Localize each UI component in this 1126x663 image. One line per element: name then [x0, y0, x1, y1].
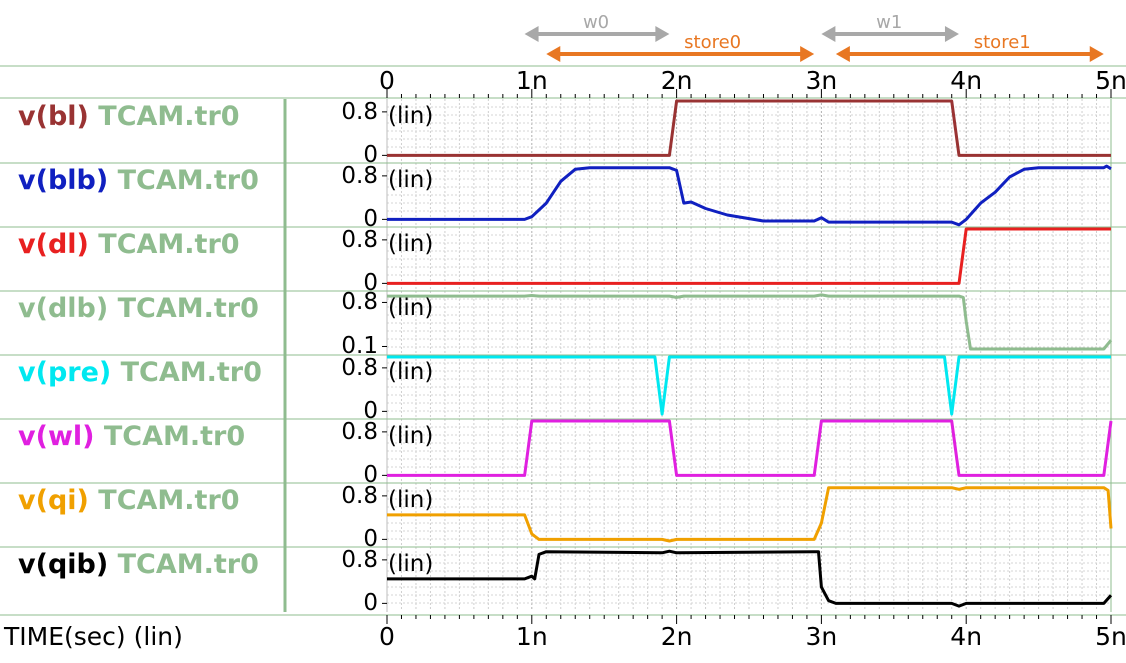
- annotation-label: store1: [973, 32, 1031, 53]
- waveform-v-pre: [387, 355, 1111, 416]
- xtick-label-top: 0: [379, 66, 395, 95]
- xtick-label-bottom: 4n: [950, 622, 983, 651]
- xtick-label-top: 3n: [805, 66, 838, 95]
- signal-label[interactable]: v(bl) TCAM.tr0: [18, 103, 240, 130]
- signal-label[interactable]: v(wl) TCAM.tr0: [18, 423, 245, 450]
- annotation-label: store0: [684, 32, 742, 53]
- signal-label[interactable]: v(dl) TCAM.tr0: [18, 231, 240, 258]
- waveform-v-qi: [387, 486, 1113, 543]
- ytick-label: 0.8: [341, 226, 378, 253]
- signal-file: TCAM.tr0: [98, 229, 240, 260]
- annotation-arrow-head-left: [835, 46, 850, 62]
- signal-name: v(pre): [18, 357, 112, 388]
- scale-label: (lin): [388, 423, 434, 449]
- ytick-label: 0: [363, 206, 378, 233]
- signal-file: TCAM.tr0: [117, 549, 259, 580]
- annotation-arrows: [524, 26, 1104, 62]
- signal-file: TCAM.tr0: [103, 421, 246, 452]
- xtick-label-top: 2n: [660, 66, 693, 95]
- xtick-label-bottom: 5n: [1095, 622, 1126, 651]
- signal-name: v(dlb): [18, 293, 109, 324]
- ytick-label: 0: [363, 398, 378, 425]
- waveform-v-blb: [387, 164, 1112, 227]
- ytick-label: 0.8: [341, 418, 378, 445]
- scale-label: (lin): [388, 551, 434, 577]
- ytick-label: 0.1: [341, 333, 378, 360]
- signal-file: TCAM.tr0: [98, 485, 240, 516]
- annotation-arrow-head-left: [821, 26, 836, 42]
- signal-name: v(blb): [18, 165, 109, 196]
- ytick-label: 0.8: [341, 546, 378, 573]
- xtick-label-bottom: 3n: [805, 622, 838, 651]
- scale-label: (lin): [388, 359, 434, 385]
- xtick-label-top: 1n: [515, 66, 548, 95]
- ytick-label: 0.8: [341, 289, 378, 316]
- signal-name: v(qib): [18, 549, 109, 580]
- signal-file: TCAM.tr0: [120, 357, 262, 388]
- signal-name: v(wl): [18, 421, 95, 452]
- annotation-arrow-head-left: [524, 26, 539, 42]
- signal-label[interactable]: v(qib) TCAM.tr0: [18, 551, 259, 578]
- signal-file: TCAM.tr0: [117, 165, 259, 196]
- signal-label[interactable]: v(blb) TCAM.tr0: [18, 167, 259, 194]
- signal-label[interactable]: v(dlb) TCAM.tr0: [18, 295, 259, 322]
- annotation-arrow-head-right: [800, 46, 815, 62]
- signal-label[interactable]: v(pre) TCAM.tr0: [18, 359, 262, 386]
- waveform-v-bl: [387, 99, 1111, 157]
- signal-label[interactable]: v(qi) TCAM.tr0: [18, 487, 240, 514]
- signal-name: v(dl): [18, 229, 89, 260]
- annotation-arrow-head-right: [944, 26, 959, 42]
- annotation-label: w1: [876, 12, 903, 33]
- waveform-v-wl: [387, 419, 1113, 477]
- ytick-label: 0.8: [341, 482, 378, 509]
- annotation-arrow-head-right: [655, 26, 670, 42]
- xtick-label-top: 5n: [1095, 66, 1126, 95]
- ytick-label: 0: [363, 142, 378, 169]
- scale-label: (lin): [388, 295, 434, 321]
- xtick-label-bottom: 2n: [660, 622, 693, 651]
- ytick-label: 0.8: [341, 98, 378, 125]
- scale-label: (lin): [388, 487, 434, 513]
- waveform-v-dl: [387, 227, 1111, 285]
- waveform-v-dlb: [387, 293, 1113, 351]
- xtick-marks: [386, 89, 1112, 624]
- xtick-label-top: 4n: [950, 66, 983, 95]
- ytick-label: 0: [363, 590, 378, 617]
- scale-label: (lin): [388, 103, 434, 129]
- ytick-label: 0.8: [341, 354, 378, 381]
- ytick-label: 0.8: [341, 162, 378, 189]
- x-axis-title: TIME(sec) (lin): [4, 622, 183, 651]
- waveform-v-qib: [387, 549, 1113, 608]
- annotation-arrow-head-left: [546, 46, 561, 62]
- signal-file: TCAM.tr0: [98, 101, 240, 132]
- signal-name: v(qi): [18, 485, 89, 516]
- signal-name: v(bl): [18, 101, 89, 132]
- ytick-label: 0: [363, 526, 378, 553]
- annotation-arrow-head-right: [1089, 46, 1104, 62]
- scale-label: (lin): [388, 167, 434, 193]
- xtick-label-bottom: 0: [379, 622, 395, 651]
- scale-label: (lin): [388, 231, 434, 257]
- ytick-label: 0: [363, 462, 378, 489]
- xtick-label-bottom: 1n: [515, 622, 548, 651]
- annotation-label: w0: [582, 12, 610, 33]
- signal-file: TCAM.tr0: [117, 293, 259, 324]
- ytick-label: 0: [363, 270, 378, 297]
